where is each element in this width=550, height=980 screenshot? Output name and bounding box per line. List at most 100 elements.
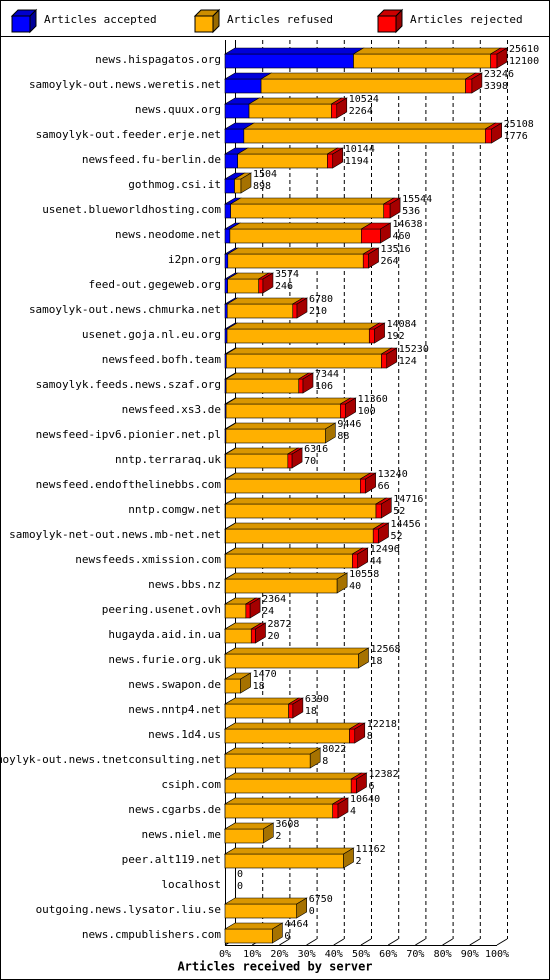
x-tick-label: 70% <box>406 949 424 960</box>
value-label: 14084 <box>387 319 417 330</box>
bar-segment <box>224 778 352 794</box>
bar-end <box>240 172 252 194</box>
value-label: 10558 <box>349 569 379 580</box>
bar-end <box>380 497 392 519</box>
bar-segment <box>224 753 311 769</box>
bar-segment <box>327 153 334 169</box>
x-tick-label: 80% <box>434 949 452 960</box>
bar-segment-top <box>224 497 388 505</box>
bar-end <box>262 272 274 294</box>
value-label: 52 <box>391 531 403 542</box>
bar-segment <box>331 103 338 119</box>
y-tick-label: newsfeeds.xmission.com <box>75 553 221 566</box>
legend-swatch <box>29 8 37 34</box>
value-label: 8022 <box>322 744 346 755</box>
value-label: 14456 <box>391 519 421 530</box>
y-tick-label: news.quux.org <box>135 103 221 116</box>
legend-swatch <box>11 15 31 33</box>
legend-label: Articles rejected <box>410 13 523 26</box>
value-label: 100 <box>358 406 376 417</box>
x-tick-label: 50% <box>352 949 370 960</box>
bar-segment <box>465 78 473 94</box>
bar-segment <box>372 528 379 544</box>
bar-segment <box>375 503 382 519</box>
value-label: 18 <box>370 656 382 667</box>
bar-segment-top <box>352 47 502 55</box>
y-tick-label: newsfeed.bofh.team <box>102 353 222 366</box>
bar-end <box>357 547 369 569</box>
bar-segment <box>234 178 242 194</box>
bar-segment <box>224 803 333 819</box>
y-tick-label: news.swapon.de <box>128 678 221 691</box>
bar-segment <box>224 128 245 144</box>
bar-segment <box>484 128 492 144</box>
bar-segment-top <box>224 472 372 480</box>
bar-end <box>309 747 321 769</box>
grid-line <box>415 938 426 946</box>
bar-segment <box>224 78 262 94</box>
value-label: 6 <box>369 781 375 792</box>
value-label: 6750 <box>309 894 333 905</box>
bar-segment <box>226 353 382 369</box>
bar-segment-top <box>223 772 363 780</box>
value-label: 3608 <box>275 819 299 830</box>
bar-segment-top <box>224 697 300 705</box>
grid-line <box>360 938 372 946</box>
value-label: 106 <box>315 381 333 392</box>
bar-segment-top <box>225 347 393 355</box>
y-tick-label: news.hispagatos.org <box>95 53 221 66</box>
bar-segment-top <box>223 897 308 905</box>
bar-end <box>291 447 303 469</box>
value-label: 13240 <box>378 469 408 480</box>
value-label: 7344 <box>315 369 339 380</box>
bar-segment <box>224 653 359 669</box>
value-label: 14716 <box>393 494 423 505</box>
grid-line <box>306 938 317 946</box>
bar-segment <box>250 628 256 644</box>
bar-segment-top <box>228 222 373 230</box>
value-label: 40 <box>349 581 361 592</box>
value-label: 2 <box>356 856 362 867</box>
bar-end <box>325 422 336 444</box>
value-label: 3398 <box>484 81 508 92</box>
value-label: 1504 <box>253 169 277 180</box>
bar-end <box>471 72 483 94</box>
value-label: 8 <box>322 756 328 767</box>
bar-end <box>336 97 348 119</box>
value-label: 11360 <box>358 394 388 405</box>
legend-swatch <box>194 15 214 33</box>
x-tick-label: 40% <box>325 949 343 960</box>
y-tick-label: newsfeed.fu-berlin.de <box>82 153 221 166</box>
bar-segment <box>224 828 264 844</box>
legend-label: Articles refused <box>227 13 333 26</box>
value-label: 70 <box>304 456 316 467</box>
bar-segment-top <box>224 522 385 530</box>
bar-segment <box>350 778 357 794</box>
value-label: 25108 <box>504 119 534 130</box>
y-tick-label: newsfeed.endofthelinebbs.com <box>36 478 222 491</box>
value-label: 4464 <box>284 919 308 930</box>
y-tick-label: samoylyk.feeds.news.szaf.org <box>36 378 221 391</box>
bar-segment <box>224 728 350 744</box>
y-tick-label: news.niel.me <box>142 828 221 841</box>
value-label: 1194 <box>345 156 369 167</box>
x-tick-label: 100% <box>485 949 509 960</box>
x-tick-label: 20% <box>270 949 288 960</box>
value-label: 18 <box>253 681 265 692</box>
bar-end <box>386 347 398 369</box>
value-label: 52 <box>393 506 405 517</box>
value-label: 898 <box>253 181 271 192</box>
y-tick-label: nntp.terraraq.uk <box>115 453 221 466</box>
bar-segment <box>224 928 273 944</box>
bar-segment-top <box>224 422 337 430</box>
legend-swatch <box>212 8 220 34</box>
legend-label: Articles accepted <box>44 13 157 26</box>
bar-segment <box>224 178 235 194</box>
bar-end <box>374 322 385 344</box>
bar-segment <box>226 328 370 344</box>
value-label: 12382 <box>369 769 399 780</box>
bar-segment <box>226 303 294 319</box>
bar-segment <box>224 628 252 644</box>
bar-end <box>296 897 307 919</box>
